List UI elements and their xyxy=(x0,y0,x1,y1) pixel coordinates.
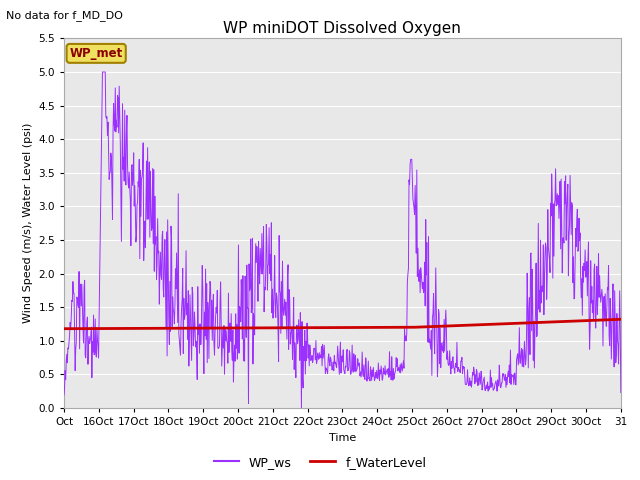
f_WaterLevel xyxy=(442,323,450,329)
f_WaterLevel xyxy=(285,325,293,331)
WP_ws xyxy=(60,392,68,398)
WP_ws xyxy=(286,297,294,303)
Y-axis label: Wind Speed (m/s), Water Level (psi): Wind Speed (m/s), Water Level (psi) xyxy=(23,123,33,324)
WP_ws xyxy=(298,405,305,411)
Title: WP miniDOT Dissolved Oxygen: WP miniDOT Dissolved Oxygen xyxy=(223,21,461,36)
X-axis label: Time: Time xyxy=(329,432,356,443)
Text: WP_met: WP_met xyxy=(70,47,123,60)
WP_ws xyxy=(495,362,503,368)
f_WaterLevel xyxy=(305,325,313,331)
f_WaterLevel xyxy=(117,325,125,331)
WP_ws xyxy=(444,348,451,354)
WP_ws xyxy=(617,390,625,396)
WP_ws xyxy=(118,239,125,244)
f_WaterLevel xyxy=(60,326,68,332)
f_WaterLevel xyxy=(494,321,502,327)
Legend: WP_ws, f_WaterLevel: WP_ws, f_WaterLevel xyxy=(209,451,431,474)
f_WaterLevel xyxy=(504,321,512,326)
WP_ws xyxy=(99,69,106,75)
f_WaterLevel xyxy=(617,316,625,322)
WP_ws xyxy=(307,348,314,354)
Text: No data for f_MD_DO: No data for f_MD_DO xyxy=(6,10,124,21)
WP_ws xyxy=(506,362,513,368)
Line: WP_ws: WP_ws xyxy=(64,72,621,408)
Line: f_WaterLevel: f_WaterLevel xyxy=(64,319,621,329)
